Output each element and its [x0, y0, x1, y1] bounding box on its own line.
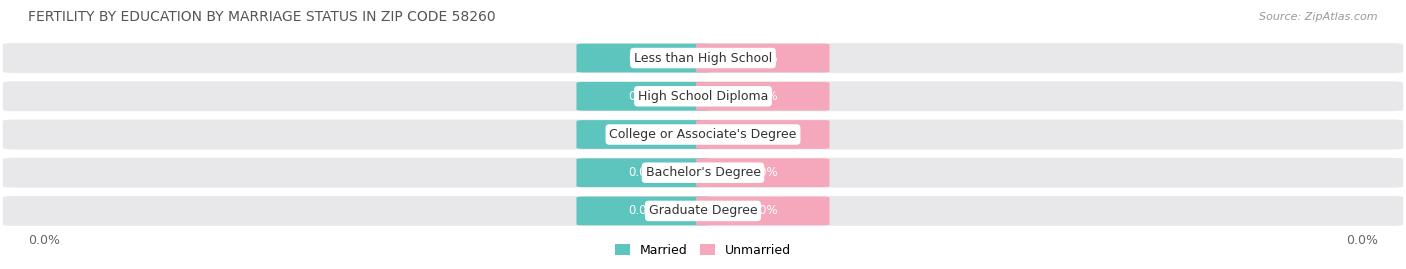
FancyBboxPatch shape [3, 81, 1403, 111]
Text: 0.0%: 0.0% [628, 90, 658, 103]
FancyBboxPatch shape [696, 158, 830, 187]
Text: 0.0%: 0.0% [748, 128, 778, 141]
FancyBboxPatch shape [3, 119, 1403, 150]
FancyBboxPatch shape [576, 158, 710, 187]
FancyBboxPatch shape [696, 44, 830, 72]
Text: FERTILITY BY EDUCATION BY MARRIAGE STATUS IN ZIP CODE 58260: FERTILITY BY EDUCATION BY MARRIAGE STATU… [28, 10, 496, 24]
FancyBboxPatch shape [696, 120, 830, 149]
Text: Bachelor's Degree: Bachelor's Degree [645, 166, 761, 179]
FancyBboxPatch shape [3, 196, 1403, 226]
Text: 0.0%: 0.0% [628, 166, 658, 179]
Text: 0.0%: 0.0% [748, 204, 778, 217]
Text: 0.0%: 0.0% [748, 166, 778, 179]
Text: 0.0%: 0.0% [628, 128, 658, 141]
Text: 0.0%: 0.0% [748, 52, 778, 65]
Text: 0.0%: 0.0% [628, 204, 658, 217]
FancyBboxPatch shape [576, 120, 710, 149]
Text: College or Associate's Degree: College or Associate's Degree [609, 128, 797, 141]
FancyBboxPatch shape [3, 158, 1403, 188]
Text: High School Diploma: High School Diploma [638, 90, 768, 103]
FancyBboxPatch shape [696, 82, 830, 111]
Text: 0.0%: 0.0% [1346, 234, 1378, 247]
Legend: Married, Unmarried: Married, Unmarried [610, 239, 796, 262]
FancyBboxPatch shape [3, 43, 1403, 73]
FancyBboxPatch shape [576, 82, 710, 111]
FancyBboxPatch shape [696, 197, 830, 225]
FancyBboxPatch shape [576, 197, 710, 225]
Text: Less than High School: Less than High School [634, 52, 772, 65]
FancyBboxPatch shape [576, 44, 710, 72]
Text: Source: ZipAtlas.com: Source: ZipAtlas.com [1260, 12, 1378, 23]
Text: 0.0%: 0.0% [748, 90, 778, 103]
Text: 0.0%: 0.0% [628, 52, 658, 65]
Text: Graduate Degree: Graduate Degree [648, 204, 758, 217]
Text: 0.0%: 0.0% [28, 234, 60, 247]
